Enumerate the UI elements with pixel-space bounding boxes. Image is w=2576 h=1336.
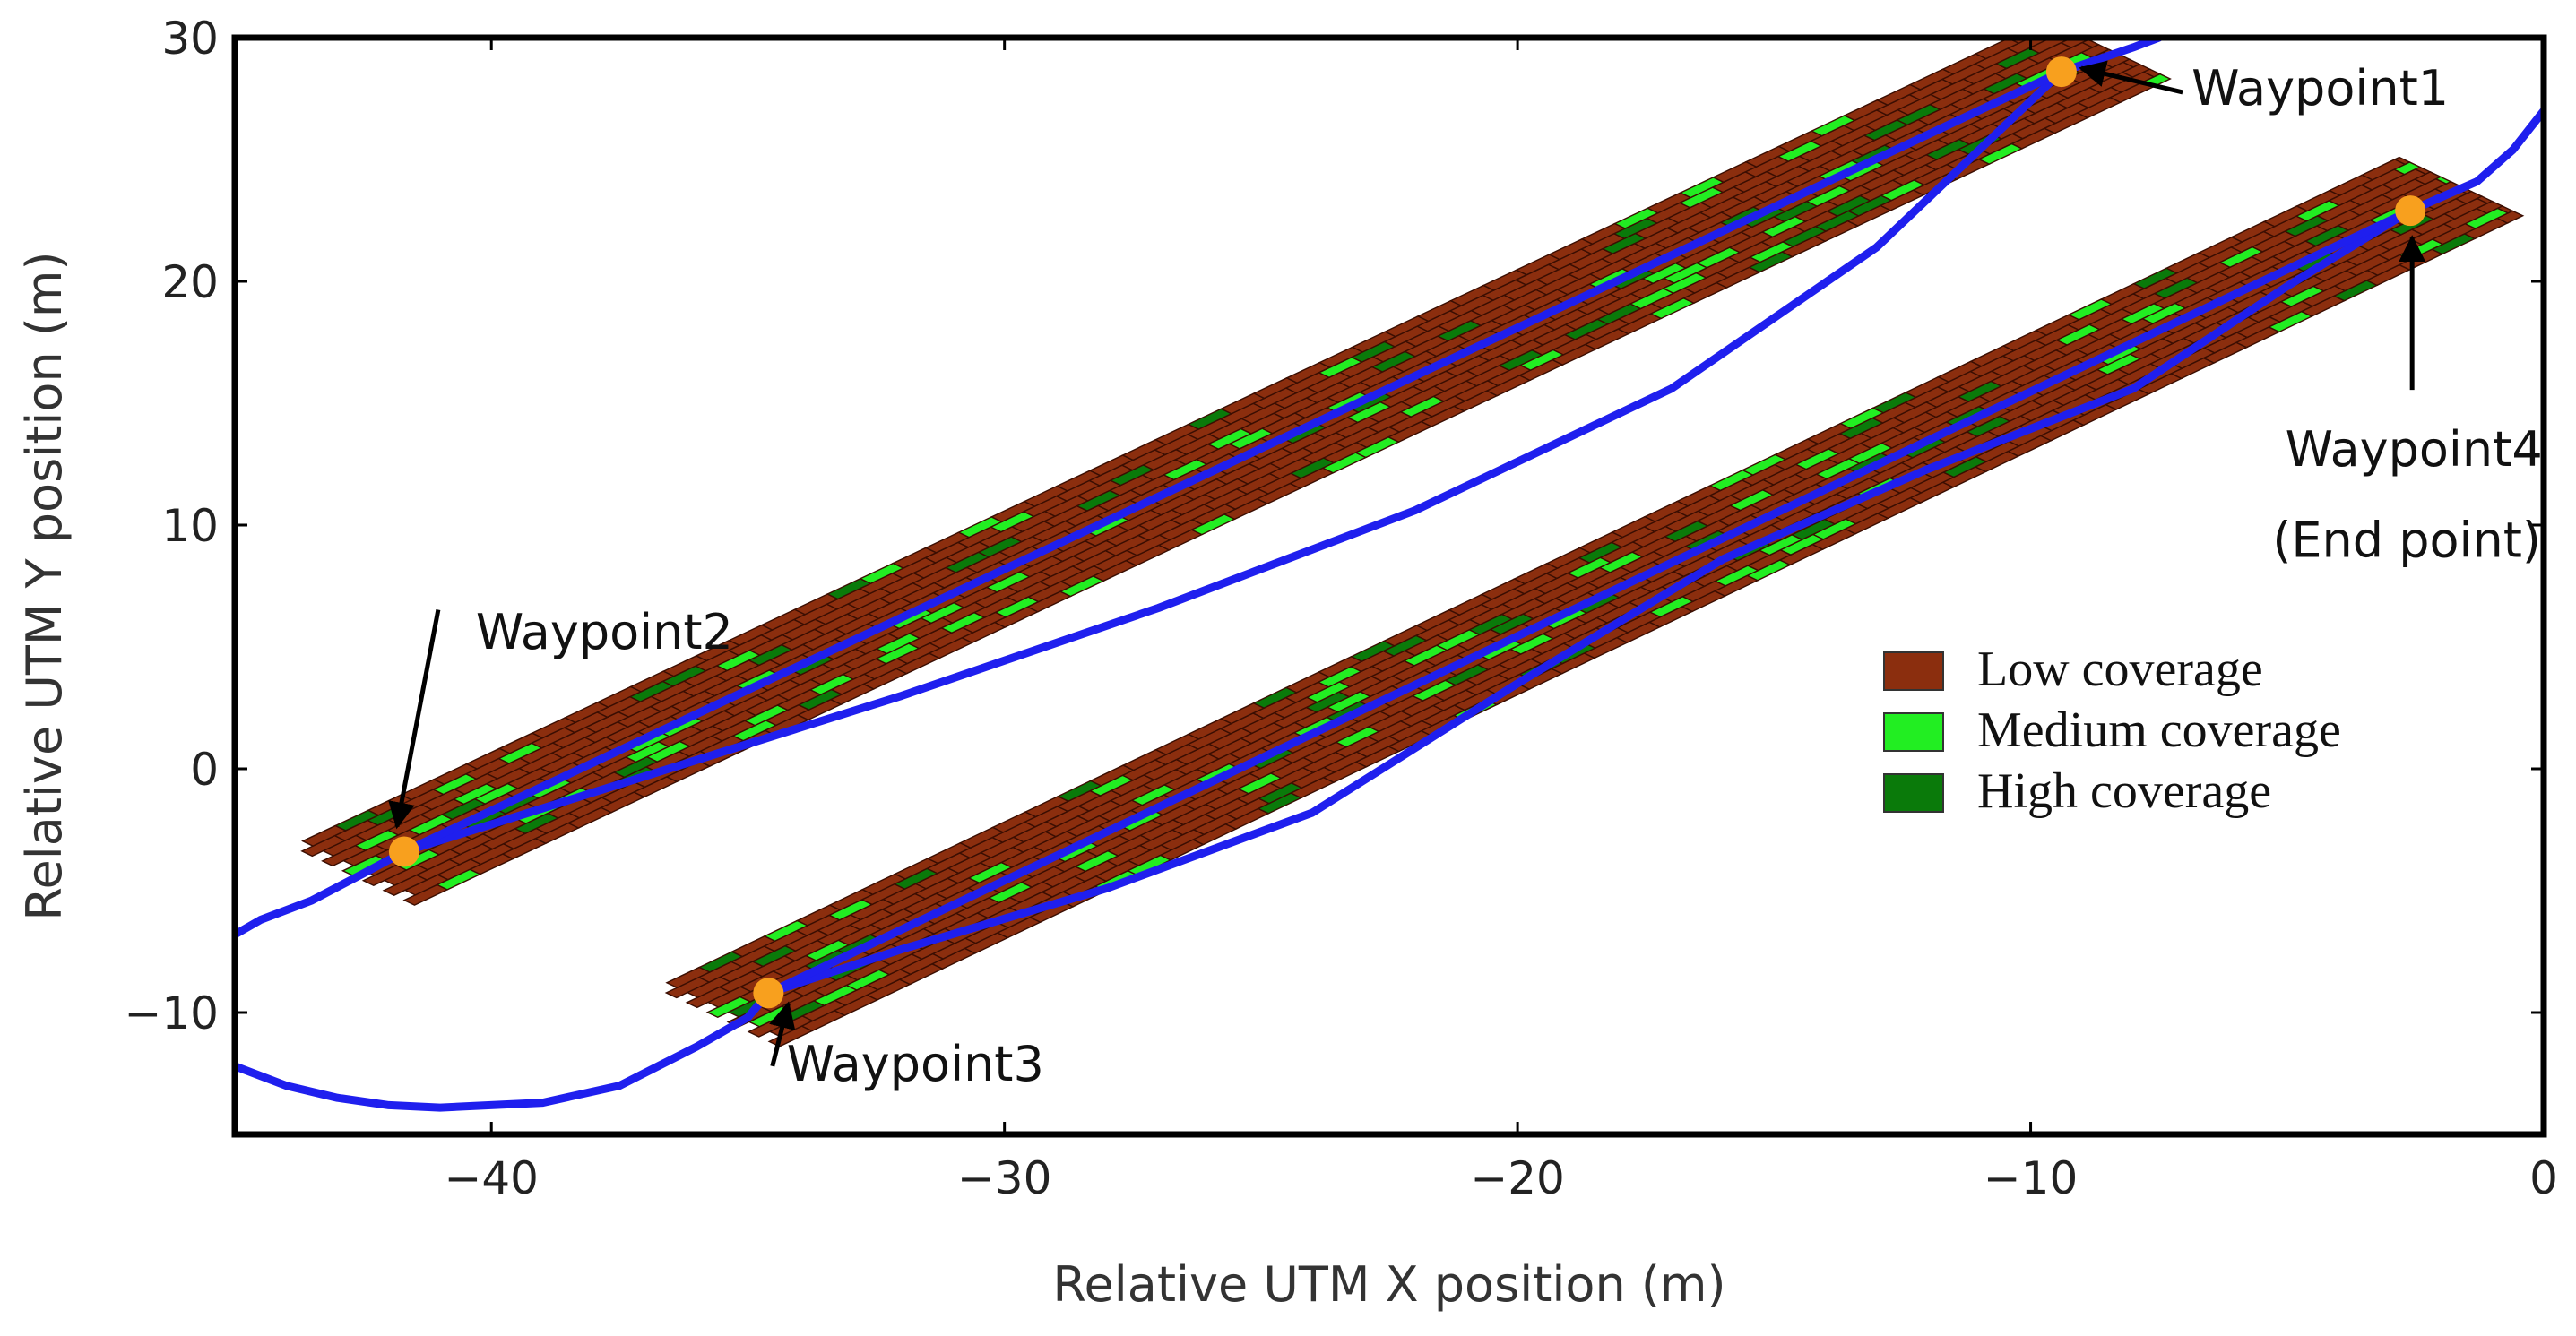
axis-ticks: −40 −30 −20 −10 0 −10 0 10 20 30 xyxy=(124,13,2557,1204)
legend-label-1: Low coverage xyxy=(1977,642,2263,697)
y-tick-label: 10 xyxy=(161,500,219,552)
x-tick-label: −10 xyxy=(1984,1152,2079,1204)
waypoint4-endpoint-label: (End point) xyxy=(2272,513,2541,569)
y-tick-label: 0 xyxy=(190,744,219,796)
legend-swatch-3 xyxy=(1883,773,1944,813)
swath-centerline-1 xyxy=(402,68,2063,856)
x-tick-label: 0 xyxy=(2529,1152,2558,1204)
waypoint2-arrow xyxy=(388,609,441,830)
x-axis-label: Relative UTM X position (m) xyxy=(1052,1256,1725,1313)
coverage-cell xyxy=(2041,20,2057,28)
swath-centerline-2 xyxy=(766,207,2413,997)
waypoint-marker-4 xyxy=(2395,195,2426,227)
x-tick-label: −40 xyxy=(444,1152,539,1204)
legend-label-3: High coverage xyxy=(1977,763,2271,819)
legend-swatch-1 xyxy=(1883,651,1944,691)
coverage-cell xyxy=(2393,156,2411,166)
y-tick-label: 30 xyxy=(161,13,219,65)
waypoint3-label: Waypoint3 xyxy=(787,1036,1044,1092)
y-tick-label: −10 xyxy=(124,987,219,1039)
plot-area xyxy=(235,20,2544,1112)
y-tick-label: 20 xyxy=(161,256,219,308)
waypoint1-label: Waypoint1 xyxy=(2191,60,2449,116)
waypoint2-label: Waypoint2 xyxy=(476,604,733,660)
waypoint-marker-3 xyxy=(753,978,784,1009)
legend-swatch-2 xyxy=(1883,712,1944,752)
waypoint1-arrow xyxy=(2078,60,2183,95)
annotations: Waypoint1 Waypoint2 Waypoint3 Waypoint4 (End… xyxy=(388,60,2543,1092)
y-axis-label: Relative UTM Y position (m) xyxy=(16,251,73,920)
coverage-cell xyxy=(2027,38,2074,54)
robot-path-line xyxy=(235,38,2164,939)
robot-path-line-2 xyxy=(235,107,2544,1112)
waypoint3-arrow xyxy=(769,1001,796,1067)
legend-label-2: Medium coverage xyxy=(1977,702,2341,758)
plot-frame xyxy=(231,34,2547,1138)
x-tick-label: −30 xyxy=(957,1152,1052,1204)
coverage-swath-1 xyxy=(300,20,2172,906)
waypoint-marker-1 xyxy=(2045,56,2077,88)
waypoint4-label: Waypoint4 xyxy=(2286,421,2543,478)
x-tick-label: −20 xyxy=(1470,1152,1565,1204)
waypoint-marker-2 xyxy=(388,836,419,867)
